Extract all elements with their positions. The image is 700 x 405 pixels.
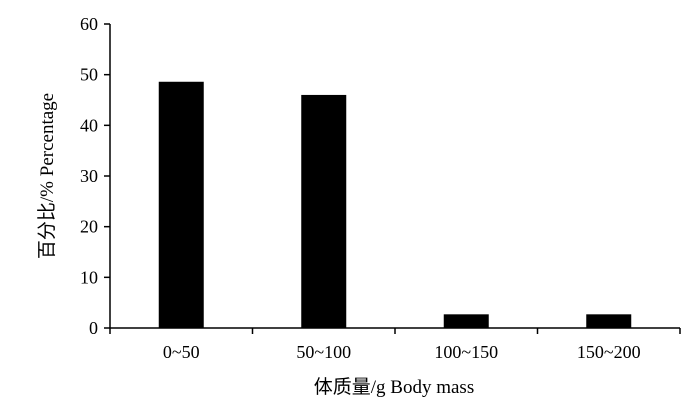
x-tick-label: 0~50	[163, 342, 200, 362]
bars-group	[158, 81, 632, 328]
x-tick-label: 150~200	[577, 342, 641, 362]
x-tick-label: 50~100	[296, 342, 351, 362]
x-tick-label: 100~150	[434, 342, 498, 362]
y-axis-ticks: 0 10 20 30 40 50 60	[80, 14, 110, 338]
y-tick-label: 10	[80, 267, 98, 287]
bar-100~150	[443, 314, 489, 328]
y-tick-label: 20	[80, 217, 98, 237]
bar-150~200	[586, 314, 632, 328]
bar-0~50	[158, 81, 204, 328]
y-tick-label: 50	[80, 65, 98, 85]
y-tick-label: 60	[80, 14, 98, 34]
x-axis-ticks: 0~50 50~100 100~150 150~200	[109, 328, 681, 362]
y-axis-title: 百分比/% Percentage	[36, 93, 58, 259]
x-axis-title: 体质量/g Body mass	[314, 376, 474, 398]
y-tick-label: 0	[89, 318, 98, 338]
bar-50~100	[301, 94, 347, 328]
y-tick-label: 40	[80, 115, 98, 135]
y-tick-label: 30	[80, 166, 98, 186]
